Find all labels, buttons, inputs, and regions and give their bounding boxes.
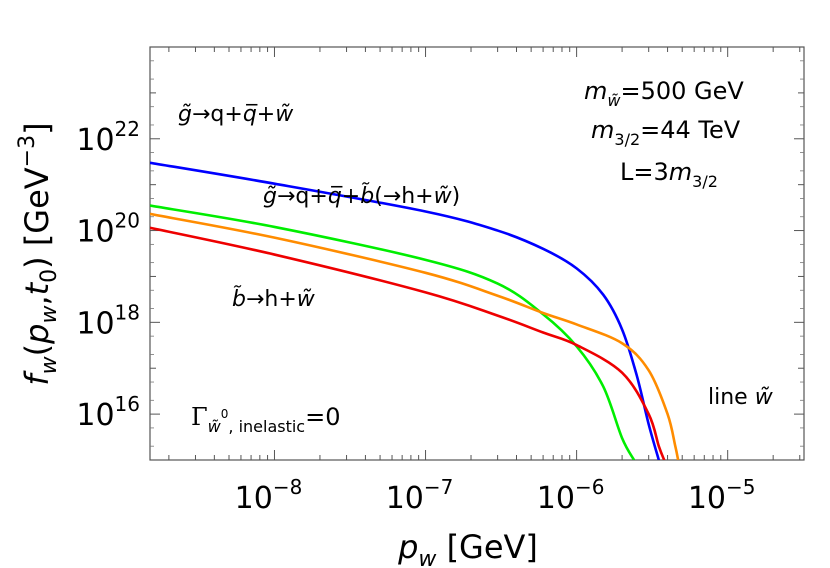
x-tick-label: 10−8 xyxy=(235,475,303,516)
curve-blue xyxy=(150,161,661,460)
annotation-param-1: mw̃=500 GeV xyxy=(584,77,744,110)
major-ticks xyxy=(150,46,804,460)
annotation-green-label: g̃→q+q̅+b̃(→h+w̃) xyxy=(263,183,460,209)
plot-frame xyxy=(149,46,805,461)
curve-green xyxy=(150,204,636,460)
y-tick-labels: 1016 1018 1020 1022 xyxy=(76,117,140,433)
annotation-param-2: m3/2=44 TeV xyxy=(591,116,741,149)
curve-red xyxy=(150,226,666,460)
curves xyxy=(150,161,680,460)
y-tick-label: 1022 xyxy=(76,117,140,158)
x-axis-title: pw [GeV] xyxy=(397,528,538,568)
x-tick-label: 10−7 xyxy=(386,475,454,516)
annotation-line-label: line w̃ xyxy=(708,385,774,410)
y-tick-label: 1020 xyxy=(76,209,140,250)
annotation-blue-label: g̃→q+q̅+w̃ xyxy=(178,102,294,127)
y-tick-label: 1018 xyxy=(76,300,140,341)
curve-orange xyxy=(150,212,680,460)
annotation-gamma-label: Γw̃0, inelastic=0 xyxy=(191,403,340,436)
x-tick-label: 10−5 xyxy=(688,475,756,516)
y-tick-label: 1016 xyxy=(76,392,140,433)
annotation-red-label: b̃→h+w̃ xyxy=(232,286,316,312)
x-tick-labels: 10−8 10−7 10−6 10−5 xyxy=(235,475,756,516)
y-axis-title: fw(pw,t0) [GeV−3] xyxy=(15,122,62,385)
minor-ticks xyxy=(150,47,804,461)
x-tick-label: 10−6 xyxy=(537,475,605,516)
annotation-param-3: L=3m3/2 xyxy=(620,158,718,191)
